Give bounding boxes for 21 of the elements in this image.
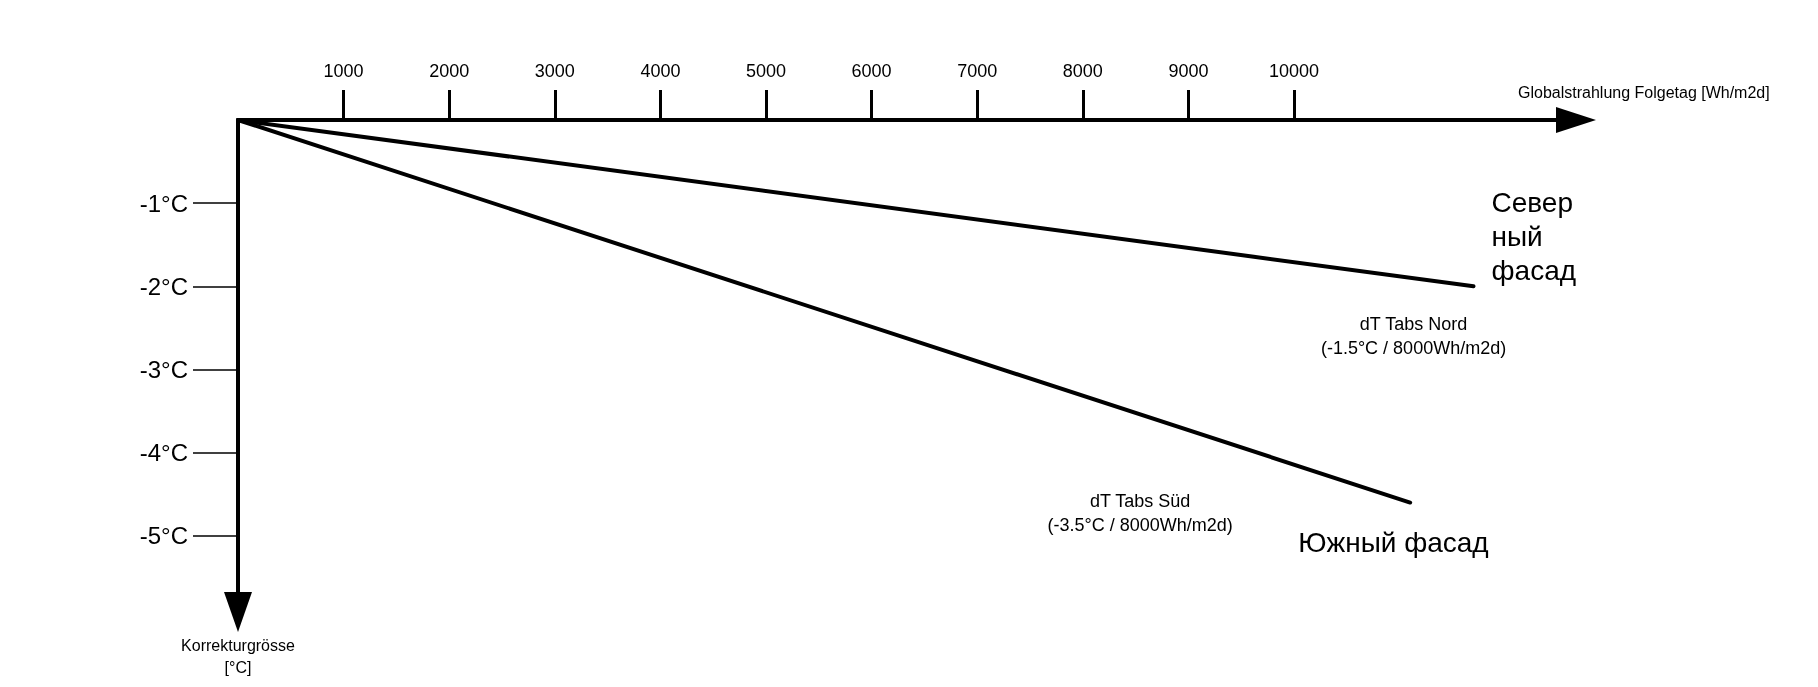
x-tick-label: 10000 (1268, 61, 1320, 81)
x-tick-label: 8000 (1062, 61, 1103, 81)
x-tick-label: 5000 (745, 61, 787, 81)
y-axis-title: Korrekturgrösse [°C] (181, 636, 296, 676)
y-tick-label: -1°C (139, 189, 188, 217)
x-axis-title: Globalstrahlung Folgetag [Wh/m2d] (1518, 83, 1770, 101)
y-tick-label: -4°C (139, 439, 188, 467)
x-tick-label: 7000 (957, 61, 998, 81)
y-tick-label: -3°C (139, 355, 188, 383)
x-tick-label: 1000 (323, 61, 364, 81)
annotation: dT Tabs Süd (-3.5°C / 8000Wh/m2d) (1047, 490, 1233, 535)
x-tick-label: 9000 (1168, 61, 1209, 81)
y-tick-label: -2°C (139, 272, 188, 300)
x-tick-label: 2000 (429, 61, 470, 81)
series-label: Южный фасад (1298, 527, 1489, 559)
x-tick-label: 6000 (851, 61, 892, 81)
x-tick-label: 4000 (640, 61, 681, 81)
annotation: dT Tabs Nord (-1.5°C / 8000Wh/m2d) (1320, 314, 1507, 359)
y-tick-label: -5°C (139, 522, 188, 550)
series-label: Северный фасад (1491, 186, 1577, 286)
x-tick-label: 3000 (534, 61, 575, 81)
